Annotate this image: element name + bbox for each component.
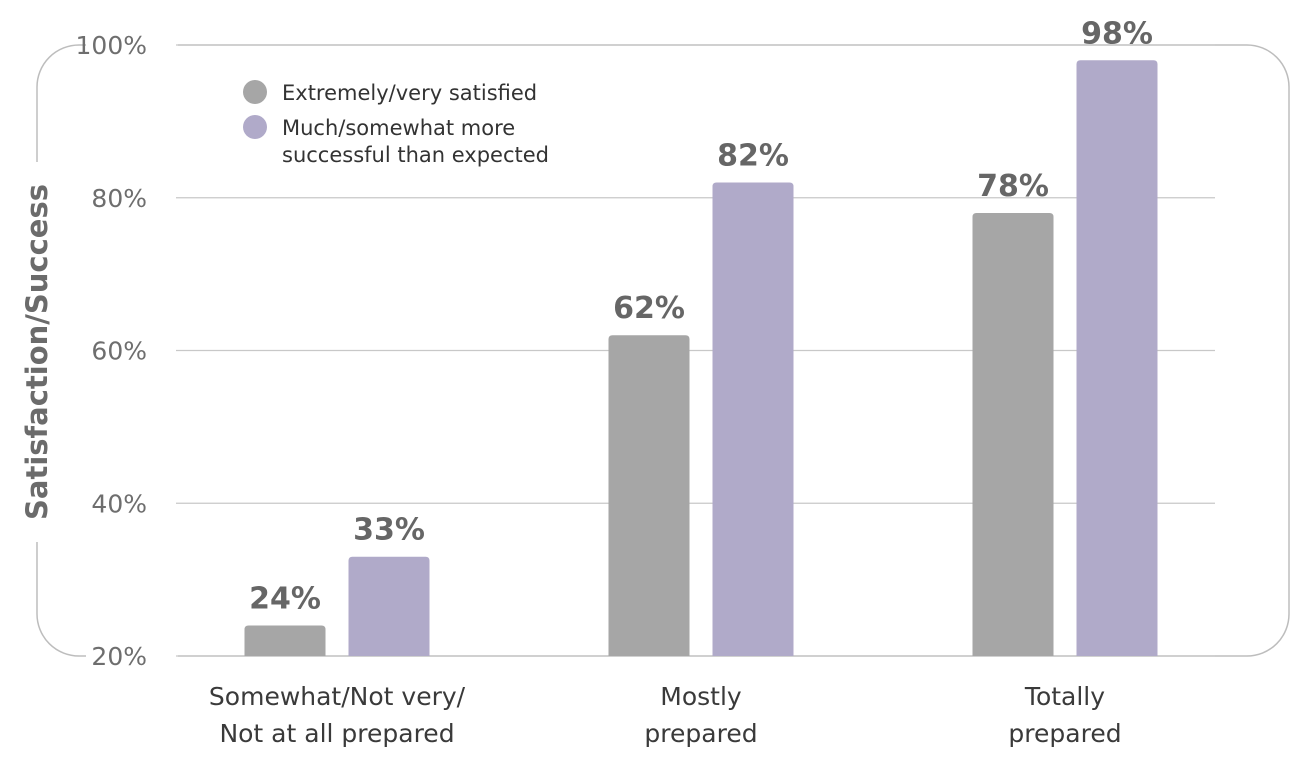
- y-tick-label: 100%: [76, 31, 147, 60]
- bar-series1-cat1: [244, 625, 326, 656]
- bar-series2-cat3: [1076, 60, 1158, 656]
- legend-label: Extremely/very satisfied: [282, 81, 537, 105]
- data-label: 62%: [613, 291, 685, 326]
- tick-label-mask: [86, 338, 178, 363]
- y-axis-label: Satisfaction/Success: [20, 184, 54, 520]
- legend-label: Much/somewhat more successful than expect…: [282, 116, 549, 167]
- y-tick-label: 80%: [91, 184, 147, 213]
- y-axis-label-mask: [17, 162, 57, 542]
- bar-series1-cat3: [972, 213, 1054, 656]
- y-tick-label: 60%: [91, 337, 147, 366]
- bar-series1-cat2: [608, 335, 690, 656]
- data-label: 82%: [717, 138, 789, 173]
- data-label: 78%: [977, 169, 1049, 204]
- x-category-label: Somewhat/Not very/Not at all prepared: [209, 682, 466, 748]
- legend-swatch: [243, 115, 267, 139]
- x-category-label: Totally prepared: [1008, 682, 1121, 748]
- tick-label-mask: [86, 185, 178, 210]
- tick-label-mask: [86, 644, 178, 668]
- y-tick-label: 20%: [91, 642, 147, 671]
- bar-series2-cat2: [712, 182, 794, 656]
- data-label: 33%: [353, 513, 425, 548]
- legend-swatch: [243, 80, 267, 104]
- tick-label-mask: [86, 491, 178, 516]
- data-label: 24%: [249, 581, 321, 616]
- y-tick-label: 40%: [91, 489, 147, 518]
- bar-series2-cat1: [348, 556, 430, 656]
- data-label: 98%: [1081, 16, 1153, 51]
- tick-label-mask: [86, 33, 178, 57]
- x-category-label: Mostly prepared: [644, 682, 757, 748]
